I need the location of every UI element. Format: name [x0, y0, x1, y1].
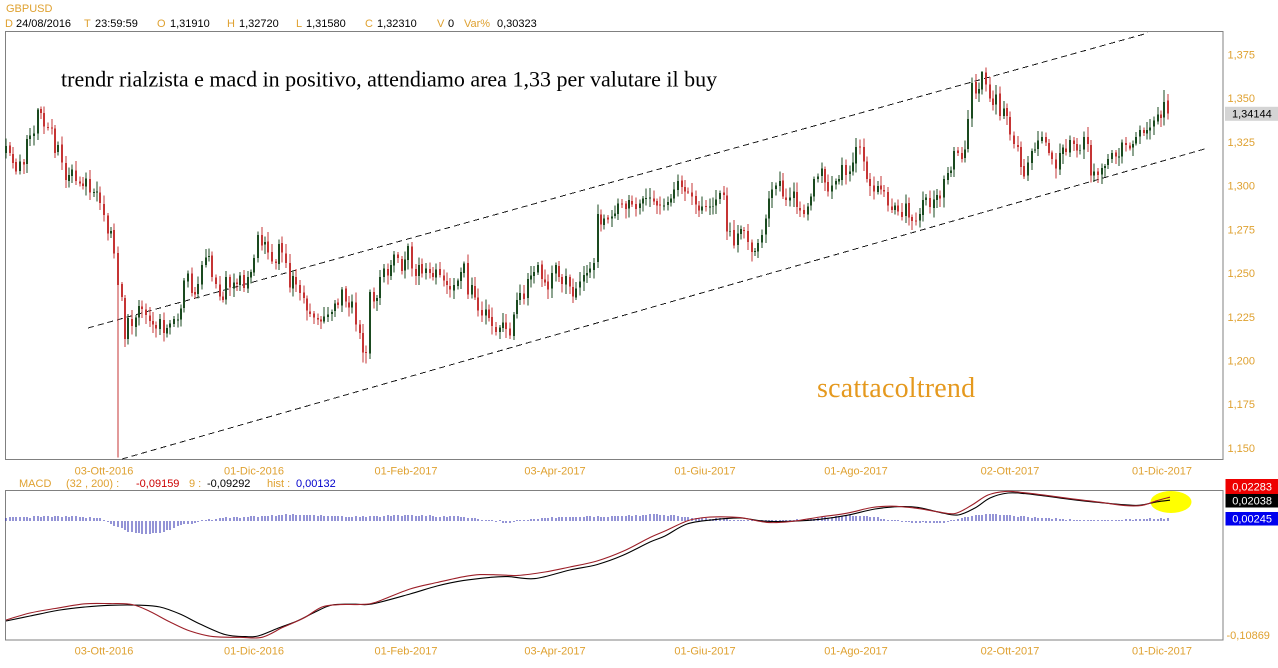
svg-text:-0,09159: -0,09159 — [136, 478, 179, 490]
svg-text:1,32720: 1,32720 — [239, 18, 279, 30]
svg-text:0,00132: 0,00132 — [296, 478, 336, 490]
svg-text:GBPUSD: GBPUSD — [6, 3, 53, 15]
svg-text:1,32310: 1,32310 — [377, 18, 417, 30]
svg-text:0,02283: 0,02283 — [1232, 482, 1272, 494]
svg-text:01-Giu-2017: 01-Giu-2017 — [674, 466, 735, 478]
svg-text:03-Apr-2017: 03-Apr-2017 — [524, 646, 585, 658]
svg-text:hist :: hist : — [267, 478, 290, 490]
svg-text:03-Ott-2016: 03-Ott-2016 — [75, 466, 134, 478]
svg-text:1,275: 1,275 — [1228, 224, 1256, 236]
svg-text:01-Feb-2017: 01-Feb-2017 — [375, 466, 438, 478]
svg-text:1,200: 1,200 — [1228, 355, 1256, 367]
svg-text:1,31580: 1,31580 — [306, 18, 346, 30]
svg-text:0,02038: 0,02038 — [1232, 496, 1272, 508]
svg-text:-0,10869: -0,10869 — [1227, 630, 1270, 642]
svg-text:Var%: Var% — [464, 18, 490, 30]
svg-text:01-Ago-2017: 01-Ago-2017 — [824, 466, 888, 478]
svg-text:01-Dic-2016: 01-Dic-2016 — [224, 646, 284, 658]
svg-text:0,30323: 0,30323 — [497, 18, 537, 30]
svg-text:9 :: 9 : — [189, 478, 201, 490]
svg-text:T: T — [84, 18, 91, 30]
svg-text:1,300: 1,300 — [1228, 181, 1256, 193]
svg-text:1,375: 1,375 — [1228, 49, 1256, 61]
svg-text:C: C — [365, 18, 373, 30]
svg-text:scattacoltrend: scattacoltrend — [817, 373, 975, 404]
svg-text:1,34144: 1,34144 — [1232, 109, 1272, 121]
svg-text:01-Dic-2016: 01-Dic-2016 — [224, 466, 284, 478]
svg-text:1,175: 1,175 — [1228, 399, 1256, 411]
svg-text:0,00245: 0,00245 — [1232, 514, 1272, 526]
svg-text:1,225: 1,225 — [1228, 312, 1256, 324]
svg-text:(32 , 200) :: (32 , 200) : — [66, 478, 119, 490]
svg-text:01-Dic-2017: 01-Dic-2017 — [1132, 646, 1192, 658]
svg-text:1,250: 1,250 — [1228, 268, 1256, 280]
svg-text:V: V — [437, 18, 445, 30]
svg-text:MACD: MACD — [19, 478, 51, 490]
svg-text:03-Apr-2017: 03-Apr-2017 — [524, 466, 585, 478]
svg-text:24/08/2016: 24/08/2016 — [16, 18, 71, 30]
svg-text:02-Ott-2017: 02-Ott-2017 — [981, 646, 1040, 658]
svg-text:O: O — [157, 18, 166, 30]
svg-text:23:59:59: 23:59:59 — [95, 18, 138, 30]
svg-text:01-Feb-2017: 01-Feb-2017 — [375, 646, 438, 658]
svg-text:1,31910: 1,31910 — [170, 18, 210, 30]
svg-text:1,350: 1,350 — [1228, 93, 1256, 105]
svg-text:D: D — [5, 18, 13, 30]
svg-text:01-Dic-2017: 01-Dic-2017 — [1132, 466, 1192, 478]
svg-text:03-Ott-2016: 03-Ott-2016 — [75, 646, 134, 658]
svg-text:01-Giu-2017: 01-Giu-2017 — [674, 646, 735, 658]
svg-text:1,325: 1,325 — [1228, 137, 1256, 149]
svg-text:01-Ago-2017: 01-Ago-2017 — [824, 646, 888, 658]
svg-text:trendr rialzista e macd in pos: trendr rialzista e macd in positivo, att… — [61, 67, 717, 92]
svg-text:-0,09292: -0,09292 — [207, 478, 250, 490]
svg-text:02-Ott-2017: 02-Ott-2017 — [981, 466, 1040, 478]
svg-text:1,150: 1,150 — [1228, 443, 1256, 455]
svg-text:H: H — [227, 18, 235, 30]
svg-text:0: 0 — [448, 18, 454, 30]
svg-text:L: L — [296, 18, 302, 30]
